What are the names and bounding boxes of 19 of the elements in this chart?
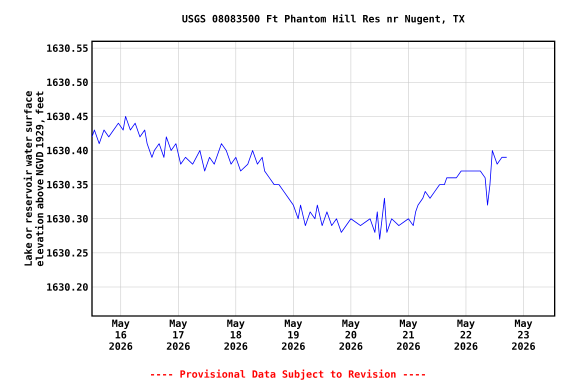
x-tick-label: May 17 2026	[166, 320, 190, 350]
y-tick-label: 1630.35	[47, 180, 88, 188]
x-tick-label: May 22 2026	[454, 320, 478, 350]
x-tick-label: May 21 2026	[396, 320, 420, 350]
x-tick-label: May 19 2026	[282, 320, 305, 350]
y-tick-label: 1630.30	[47, 214, 88, 223]
y-tick-label: 1630.20	[47, 283, 88, 291]
y-tick-label: 1630.50	[47, 78, 88, 86]
text: ---- Provisional Data Subject to Revision ----	[150, 370, 425, 380]
x-tick-label: May 16 2026	[109, 320, 132, 350]
y-tick-label: 1630.55	[47, 44, 88, 52]
x-tick-label: May 18 2026	[224, 320, 248, 350]
y-tick-label: 1630.45	[47, 112, 88, 120]
y-axis-title: Lake or reservoir water surface elevation above NGVD 1929, feet	[24, 91, 45, 266]
x-tick-label: May 23 2026	[512, 320, 535, 350]
chart-title: USGS 08083500 Ft Phantom Hill Res nr Nugent, TX	[182, 14, 465, 24]
y-tick-label: 1630.25	[47, 249, 88, 257]
y-tick-label: 1630.40	[47, 146, 88, 154]
x-tick-label: May 20 2026	[339, 320, 362, 350]
